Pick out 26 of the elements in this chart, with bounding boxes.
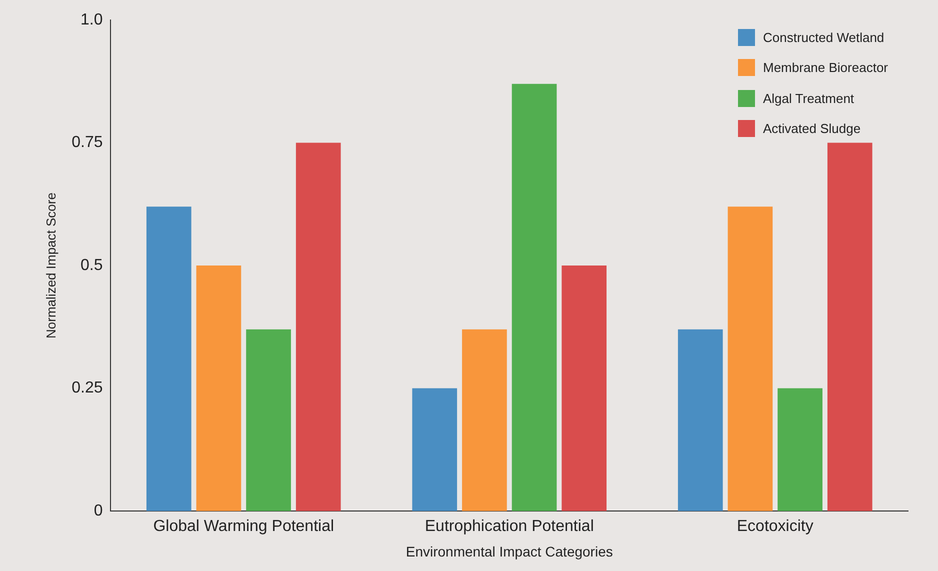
- y-tick-label: 0.75: [72, 134, 103, 152]
- bar: [728, 206, 773, 511]
- legend-label: Algal Treatment: [763, 90, 854, 106]
- y-tick-label: 0.25: [72, 380, 103, 397]
- y-tick-label: 0.5: [80, 256, 103, 274]
- bar: [778, 388, 822, 511]
- y-tick-label: 1.0: [80, 11, 103, 28]
- bar: [296, 142, 341, 511]
- bar: [827, 142, 872, 511]
- bar: [146, 206, 192, 511]
- legend-label: Constructed Wetland: [763, 30, 884, 45]
- x-axis-title: Environmental Impact Categories: [406, 543, 613, 560]
- bar: [462, 329, 507, 511]
- bar: [512, 84, 557, 511]
- x-tick-label: Ecotoxicity: [736, 518, 814, 536]
- y-axis-title: Normalized Impact Score: [43, 192, 58, 338]
- bar: [678, 329, 723, 511]
- bar: [196, 266, 242, 511]
- x-tick-label: Global Warming Potential: [153, 518, 334, 536]
- legend-label: Membrane Bioreactor: [763, 60, 888, 76]
- y-tick-label: 0: [94, 502, 103, 520]
- bar: [562, 266, 607, 511]
- legend-label: Activated Sludge: [763, 121, 861, 136]
- x-tick-label: Eutrophication Potential: [424, 518, 594, 536]
- bar: [412, 388, 458, 511]
- bar: [246, 329, 291, 511]
